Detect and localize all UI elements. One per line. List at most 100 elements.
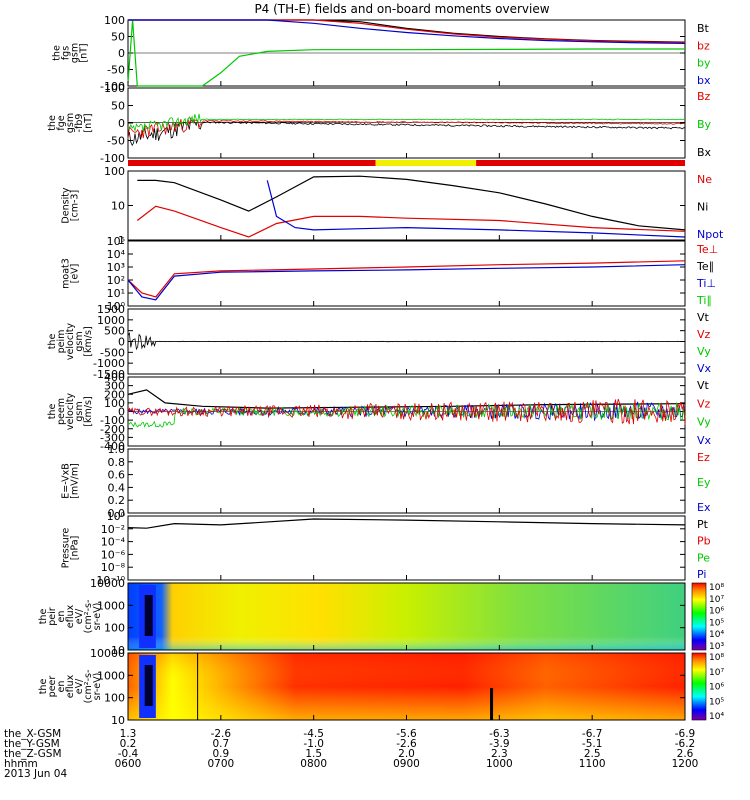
fge-trace-By	[127, 113, 686, 132]
fge-ytick-label: -100	[100, 152, 125, 165]
peer-ylabel-line: peer	[47, 676, 58, 698]
xaxis-value: 2.6	[677, 748, 694, 760]
peem-ylabel-line: gsm	[74, 401, 85, 421]
peer-ytick-label: 10000	[90, 647, 125, 660]
temp-ytick-label: 10³	[107, 261, 125, 274]
pressure-ytick-label: 10⁻¹⁰	[96, 574, 125, 587]
peem-legend-Vx: Vx	[697, 434, 712, 447]
panel-peer: 10⁸ 10⁷ 10⁶ 10⁵ 10⁴ 10000 1000 100 10 thepeerenef…	[38, 647, 724, 727]
pressure-ytick-label: 10⁻²	[101, 523, 125, 536]
peir-spectrogram-shade	[128, 583, 685, 650]
xaxis-value: -6.7	[582, 728, 603, 740]
fgs-ytick-label: -50	[107, 64, 125, 77]
xaxis-value: 0.7	[212, 738, 229, 750]
peir-colorbar-label: 10⁷	[709, 595, 724, 605]
fge-trace-Bx	[127, 118, 686, 147]
density-legend-Ne: Ne	[697, 173, 712, 186]
series-fgs-Bt	[128, 19, 686, 43]
series-fgs-by	[127, 19, 685, 87]
pressure-ylabel-line: [nPa]	[70, 536, 81, 561]
efield-legend-Ez: Ez	[697, 451, 710, 464]
peer-ylabel-line: eflux	[65, 674, 76, 698]
series-density-Ni	[137, 175, 686, 231]
status-bar-segment	[476, 160, 685, 166]
peir-ytick-label: 100	[104, 622, 125, 635]
peim-legend-Vt: Vt	[697, 311, 710, 324]
pressure-legend-Pe: Pe	[697, 551, 710, 564]
series-temp-Te⊥	[127, 260, 686, 298]
peir-ytick-label: 10	[111, 644, 125, 657]
pressure-frame	[127, 515, 686, 581]
xaxis-value: -4.5	[303, 728, 324, 740]
peem-ytick-label: 200	[104, 388, 125, 401]
peim-trace-Vt	[127, 331, 686, 351]
peir-ylabel-line: the	[38, 609, 49, 625]
density-ylabel-line: Density	[61, 187, 72, 223]
peim-ytick-label: 0	[118, 336, 125, 349]
temp-ylabel: moat3[eV]	[61, 258, 81, 289]
peim-ylabel-line: gsm	[74, 331, 85, 351]
peem-ytick-label: -100	[100, 414, 125, 427]
fgs-ytick-label: 50	[111, 31, 125, 44]
peir-dropout-core	[144, 595, 153, 636]
series-temp-Ti⊥	[127, 264, 686, 301]
fge-ylabel-line: the	[47, 115, 58, 131]
pressure-ylabel-line: Pressure	[61, 528, 72, 569]
peir-ytick-label: 1000	[97, 599, 125, 612]
peer-ylabel-line: (cm²-s-	[83, 670, 94, 704]
peem-ytick-label: 0	[118, 406, 125, 419]
xaxis-value: 0700	[207, 758, 234, 770]
fgs-ytick-label: 100	[104, 14, 125, 27]
fgs-legend-by: by	[697, 57, 711, 70]
xaxis-value: -6.2	[675, 738, 696, 750]
peer-ytick-label: 100	[104, 692, 125, 705]
fgs-legend-bz: bz	[697, 39, 710, 52]
peir-colorbar-label: 10⁵	[709, 618, 724, 628]
density-legend-Ni: Ni	[697, 201, 708, 214]
fgs-legend-bx: bx	[697, 74, 711, 87]
peir-colorbar-label: 10⁸	[709, 583, 724, 593]
density-legend-Npot: Npot	[697, 228, 724, 241]
xaxis-value: 2.0	[398, 748, 415, 760]
peem-ytick-label: -400	[100, 440, 125, 453]
xaxis-value: -6.9	[675, 728, 696, 740]
efield-ytick-label: 0.4	[108, 481, 126, 494]
peer-ytick-label: 10	[111, 714, 125, 727]
peir-ylabel-line: sr-eV)	[92, 603, 103, 631]
efield-ytick-label: 0.2	[108, 494, 126, 507]
xaxis-value: -1.0	[303, 738, 324, 750]
xaxis-date: 2013 Jun 04	[4, 768, 67, 780]
density-ytick-label: 10	[111, 200, 125, 213]
series-density-Ne	[136, 205, 686, 238]
peem-legend-Vz: Vz	[697, 397, 711, 410]
peer-colorbar-label: 10⁴	[709, 712, 724, 722]
peer-ylabel-line: eV/	[74, 678, 85, 694]
peer-ylabel-line: the	[38, 679, 49, 695]
series-density-Npot	[266, 180, 686, 238]
temp-legend-Te∥: Te∥	[696, 260, 714, 273]
density-frame	[127, 170, 686, 241]
pressure-ytick-label: 10⁻⁴	[101, 536, 126, 549]
peim-legend-Vx: Vx	[697, 362, 712, 375]
series-fgs-bx	[128, 19, 686, 44]
xaxis-row-label: the_X-GSM	[4, 728, 61, 740]
peir-ytick-label: 10000	[90, 577, 125, 590]
pressure-ytick-label: 10⁻⁶	[101, 548, 126, 561]
peer-ylabel-line: sr-eV)	[92, 673, 103, 701]
peim-legend-Vz: Vz	[697, 328, 711, 341]
peir-ylabel-line: peir	[47, 607, 58, 626]
efield-ytick-label: 0.8	[108, 456, 126, 469]
peer-gap-bar	[490, 688, 494, 720]
xaxis-value: 0900	[393, 758, 420, 770]
fge-ylabel-line: -fb9	[74, 114, 85, 133]
fgs-ytick-label: 0	[118, 47, 125, 60]
fge-ytick-label: -50	[107, 135, 125, 148]
xaxis-value: 1200	[672, 758, 699, 770]
